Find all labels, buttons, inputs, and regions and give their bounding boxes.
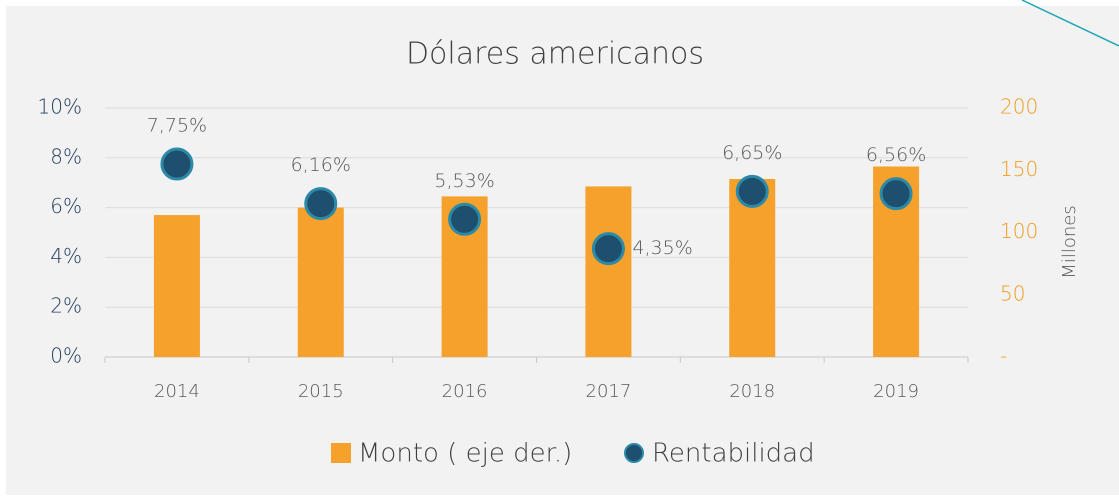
legend-label: Monto ( eje der.) bbox=[358, 439, 572, 469]
dot bbox=[448, 202, 482, 236]
y-tick-label: 6% bbox=[50, 194, 82, 218]
x-tick-label: 2016 bbox=[442, 381, 488, 402]
y-tick-label: 4% bbox=[50, 244, 82, 268]
y2-axis-label: Millones bbox=[1059, 205, 1080, 278]
decoration-line bbox=[1021, 0, 1119, 47]
x-tick-label: 2014 bbox=[154, 381, 200, 402]
bar bbox=[585, 186, 632, 357]
legend-swatch bbox=[624, 443, 644, 463]
data-label: 6,65% bbox=[722, 142, 782, 164]
y-tick-label: 8% bbox=[50, 144, 82, 168]
legend-swatch bbox=[331, 443, 351, 463]
bar bbox=[729, 178, 776, 357]
y2-tick-label: - bbox=[1000, 344, 1007, 368]
chart-title: Dólares americanos bbox=[406, 37, 704, 72]
data-label: 6,16% bbox=[291, 154, 351, 176]
legend-label: Rentabilidad bbox=[652, 439, 815, 469]
y-tick-label: 0% bbox=[50, 344, 82, 368]
y2-tick-label: 100 bbox=[1000, 219, 1038, 243]
x-tick-label: 2017 bbox=[586, 381, 632, 402]
y2-tick-label: 200 bbox=[1000, 95, 1038, 119]
y-tick-label: 2% bbox=[50, 294, 82, 318]
data-label: 4,35% bbox=[632, 237, 692, 259]
dot bbox=[304, 187, 338, 221]
x-tick-label: 2015 bbox=[298, 381, 344, 402]
data-label: 6,56% bbox=[866, 144, 926, 166]
x-tick-label: 2018 bbox=[729, 381, 775, 402]
x-tick-label: 2019 bbox=[873, 381, 919, 402]
bar bbox=[153, 215, 200, 357]
dot bbox=[879, 177, 913, 211]
y2-tick-label: 150 bbox=[1000, 157, 1038, 181]
data-label: 7,75% bbox=[147, 115, 207, 137]
dot bbox=[160, 147, 194, 181]
dot bbox=[735, 174, 769, 208]
data-label: 5,53% bbox=[434, 170, 494, 192]
bar bbox=[297, 207, 344, 357]
dot bbox=[591, 232, 625, 266]
y-tick-label: 10% bbox=[38, 95, 82, 119]
y2-tick-label: 50 bbox=[1000, 281, 1025, 305]
